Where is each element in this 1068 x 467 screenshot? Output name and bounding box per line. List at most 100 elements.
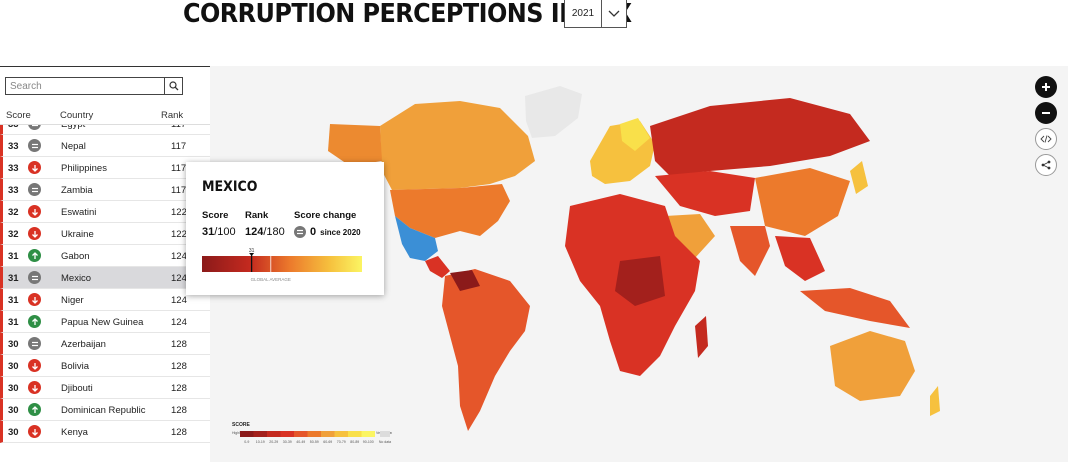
row-rank: 128 (171, 361, 187, 372)
table-row[interactable]: 30 Djibouti 128 (0, 377, 210, 399)
legend-range-label: 10-19 (256, 440, 265, 444)
arrow-up-icon (28, 403, 41, 416)
row-country: Ukraine (61, 229, 94, 240)
zoom-in-button[interactable] (1035, 76, 1057, 98)
rank-value: 124/180 (245, 226, 285, 238)
row-country: Egypt (61, 124, 86, 130)
row-country: Niger (61, 295, 84, 306)
row-country: Dominican Republic (61, 405, 146, 416)
search-input[interactable] (6, 78, 164, 94)
table-row[interactable]: 31 Gabon 124 (0, 245, 210, 267)
score-value: 31/100 (202, 226, 236, 238)
table-row[interactable]: 31 Mexico 124 (0, 267, 210, 289)
legend-range-label: 60-69 (323, 440, 332, 444)
world-map-svg (328, 86, 940, 431)
country-column-header[interactable]: Country (60, 110, 94, 121)
row-rank: 122 (171, 229, 187, 240)
rank-label: Rank (245, 210, 269, 221)
legend-swatch (361, 431, 375, 437)
canada-region (380, 101, 535, 190)
table-row[interactable]: 30 Azerbaijan 128 (0, 333, 210, 355)
chevron-down-icon[interactable] (601, 0, 626, 27)
zoom-out-button[interactable] (1035, 102, 1057, 124)
arrow-down-icon (28, 227, 41, 240)
table-row[interactable]: 30 Dominican Republic 128 (0, 399, 210, 421)
legend-no-data-label: No data (379, 440, 391, 444)
legend-range-label: 70-79 (337, 440, 346, 444)
zoom-out-icon (1042, 112, 1050, 114)
legend-swatch (280, 431, 294, 437)
legend-range-label: 80-89 (350, 440, 359, 444)
global-average-label: GLOBAL AVERAGE (251, 277, 291, 282)
row-score: 30 (8, 361, 19, 372)
search-box (5, 77, 183, 95)
legend-range-label: 90-100 (363, 440, 374, 444)
australia-region (830, 331, 915, 401)
row-country: Bolivia (61, 361, 89, 372)
no-change-icon (28, 125, 41, 130)
row-score: 31 (8, 273, 19, 284)
table-row[interactable]: 31 Papua New Guinea 124 (0, 311, 210, 333)
table-row[interactable]: 32 Eswatini 122 (0, 201, 210, 223)
row-country: Nepal (61, 141, 86, 152)
rank-number: 124 (245, 226, 264, 238)
table-row[interactable]: 33 Philippines 117 (0, 157, 210, 179)
row-rank: 128 (171, 427, 187, 438)
usa-region (390, 184, 510, 238)
score-number: 31 (202, 226, 215, 238)
table-row[interactable]: 30 Kenya 128 (0, 421, 210, 443)
row-score: 32 (8, 207, 19, 218)
year-select[interactable]: 2021 (564, 0, 627, 28)
row-score: 33 (8, 124, 19, 130)
no-change-icon (28, 139, 41, 152)
row-rank: 117 (171, 185, 187, 196)
no-change-icon (28, 337, 41, 350)
legend-range-label: 0-9 (244, 440, 249, 444)
row-score: 30 (8, 405, 19, 416)
table-row[interactable]: 31 Niger 124 (0, 289, 210, 311)
central-asia-region (655, 171, 755, 216)
row-rank: 128 (171, 405, 187, 416)
row-country: Djibouti (61, 383, 93, 394)
legend-swatch (240, 431, 254, 437)
world-map[interactable] (210, 66, 1068, 462)
search-icon[interactable] (164, 78, 182, 94)
table-row[interactable]: 33 Nepal 117 (0, 135, 210, 157)
rank-column-header[interactable]: Rank (161, 110, 184, 121)
new-zealand-region (930, 386, 940, 416)
row-rank: 124 (171, 295, 187, 306)
row-country: Papua New Guinea (61, 317, 144, 328)
arrow-down-icon (28, 359, 41, 372)
row-country: Zambia (61, 185, 93, 196)
mexico-region (395, 216, 438, 261)
legend-title: SCORE (232, 422, 250, 428)
madagascar-region (695, 316, 708, 358)
share-button[interactable] (1035, 154, 1057, 176)
country-tooltip: MEXICO Score Rank Score change 31/100 12… (186, 162, 384, 295)
row-country: Kenya (61, 427, 88, 438)
score-column-header[interactable]: Score (6, 110, 31, 121)
row-rank: 117 (171, 141, 187, 152)
row-score: 30 (8, 383, 19, 394)
table-row[interactable]: 32 Ukraine 122 (0, 223, 210, 245)
table-row[interactable]: 33 Zambia 117 (0, 179, 210, 201)
zoom-in-icon (1042, 83, 1050, 91)
row-score: 31 (8, 295, 19, 306)
legend-range-label: 50-59 (310, 440, 319, 444)
country-table: 33 Egypt 117 33 Nepal 117 33 Philippines 117 33 Za… (0, 124, 210, 464)
china-region (755, 168, 850, 236)
legend-swatch (307, 431, 321, 437)
embed-button[interactable] (1035, 128, 1057, 150)
legend-swatch (294, 431, 308, 437)
country-rows: 33 Egypt 117 33 Nepal 117 33 Philippines 117 33 Za… (0, 124, 210, 443)
score-total: /100 (214, 226, 236, 238)
gauge-marker-arrow (249, 253, 255, 256)
table-row[interactable]: 33 Egypt 117 (0, 124, 210, 135)
table-row[interactable]: 30 Bolivia 128 (0, 355, 210, 377)
indonesia-region (800, 288, 910, 328)
row-score: 31 (8, 317, 19, 328)
code-icon (1040, 135, 1052, 143)
legend-swatch (348, 431, 362, 437)
year-value: 2021 (571, 8, 595, 19)
se-asia-region (775, 236, 825, 281)
